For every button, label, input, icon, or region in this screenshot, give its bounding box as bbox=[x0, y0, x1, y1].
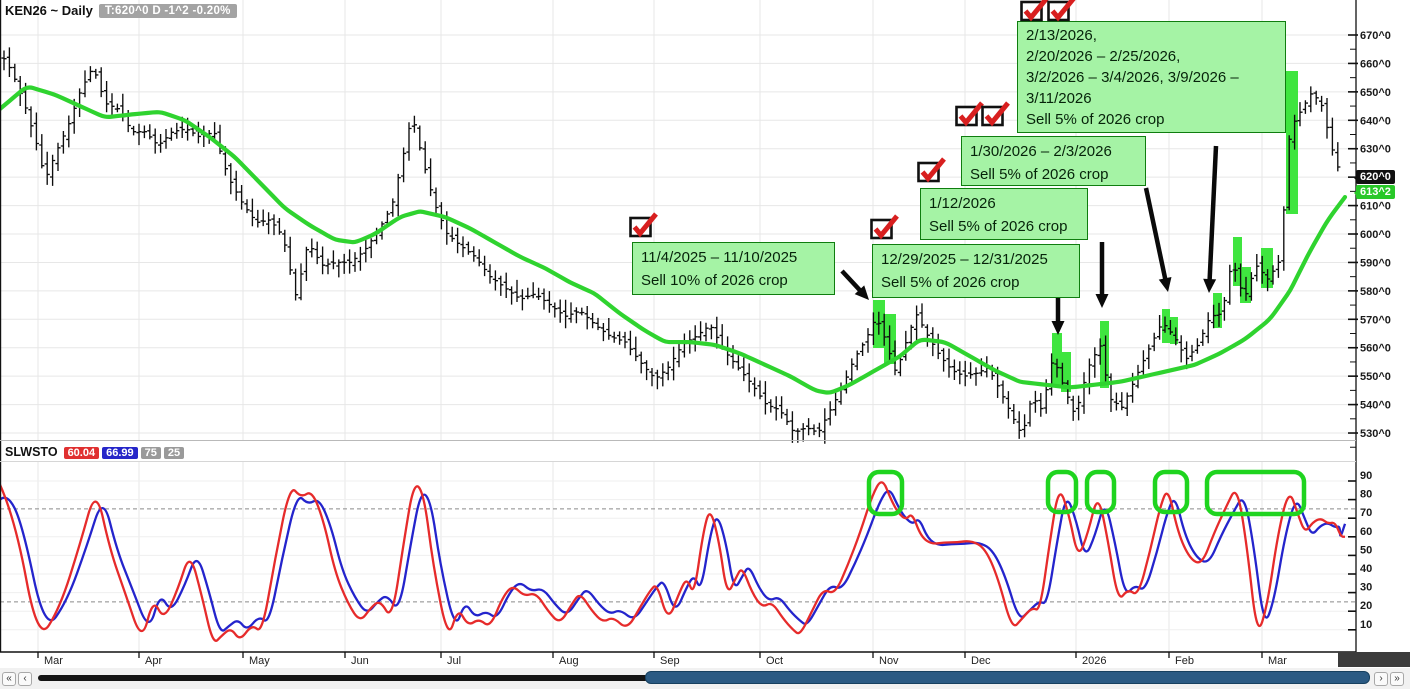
svg-text:610^0: 610^0 bbox=[1360, 201, 1391, 213]
scrollbar-track[interactable] bbox=[38, 675, 648, 681]
svg-text:640^0: 640^0 bbox=[1360, 115, 1391, 127]
svg-text:530^0: 530^0 bbox=[1360, 428, 1391, 440]
quote-badge: T:620^0 D -1^2 -0.20% bbox=[98, 3, 237, 18]
x-axis-month-label: Sep bbox=[660, 655, 680, 667]
annotation-line: 11/4/2025 – 11/10/2025 bbox=[641, 249, 798, 266]
svg-text:20: 20 bbox=[1360, 600, 1372, 612]
x-axis-month-label: May bbox=[249, 655, 270, 667]
stoch-value-badge: 60.04 bbox=[63, 447, 100, 459]
svg-text:670^0: 670^0 bbox=[1360, 30, 1391, 42]
x-axis-month-label: Mar bbox=[1268, 655, 1287, 667]
completed-checkbox-icon[interactable] bbox=[1047, 0, 1077, 23]
symbol-header: KEN26 ~ Daily T:620^0 D -1^2 -0.20% bbox=[5, 3, 237, 18]
svg-text:630^0: 630^0 bbox=[1360, 144, 1391, 156]
moving-average-line bbox=[0, 85, 1348, 395]
svg-text:50: 50 bbox=[1360, 544, 1372, 556]
annotation-line: Sell 5% of 2026 crop bbox=[970, 166, 1109, 183]
sell-annotation-nov-sale[interactable]: 11/4/2025 – 11/10/2025 Sell 10% of 2026 c… bbox=[632, 242, 835, 295]
x-axis-month-label: Mar bbox=[44, 655, 63, 667]
x-axis-month-label: 2026 bbox=[1082, 655, 1106, 667]
x-axis-month-label: Oct bbox=[766, 655, 783, 667]
completed-checkbox-icon[interactable] bbox=[1020, 0, 1050, 23]
svg-text:590^0: 590^0 bbox=[1360, 257, 1391, 269]
price-bars bbox=[1, 47, 1341, 444]
stochastic-header: SLWSTO 60.04 66.99 75 25 bbox=[5, 443, 187, 461]
svg-text:30: 30 bbox=[1360, 582, 1372, 594]
completed-checkbox-icon[interactable] bbox=[870, 214, 900, 241]
indicator-badges: 60.04 66.99 75 25 bbox=[63, 443, 188, 461]
annotation-line: 12/29/2025 – 12/31/2025 bbox=[881, 251, 1048, 268]
stochastic-fast-line bbox=[0, 481, 1346, 642]
svg-text:660^0: 660^0 bbox=[1360, 58, 1391, 70]
sell-annotation-jan12-sale[interactable]: 1/12/2026 Sell 5% of 2026 crop bbox=[920, 188, 1088, 240]
completed-checkbox-icon[interactable] bbox=[955, 101, 985, 128]
last-price-tag: 620^0 bbox=[1354, 170, 1395, 184]
corner-panel bbox=[1338, 652, 1410, 667]
annotation-line: Sell 5% of 2026 crop bbox=[1026, 111, 1165, 128]
completed-checkbox-icon[interactable] bbox=[629, 212, 659, 239]
annotation-line: 2/20/2026 – 2/25/2026, bbox=[1026, 48, 1181, 65]
time-scrollbar[interactable]: «‹ ›» bbox=[0, 668, 1410, 689]
annotation-line: Sell 5% of 2026 crop bbox=[881, 274, 1020, 291]
indicator-name: SLWSTO bbox=[5, 445, 58, 459]
scroll-far-left-button[interactable]: « bbox=[2, 672, 16, 686]
stochastic-slow-line bbox=[0, 490, 1347, 632]
scroll-far-right-button[interactable]: » bbox=[1390, 672, 1404, 686]
svg-text:570^0: 570^0 bbox=[1360, 314, 1391, 326]
scrollbar-thumb[interactable] bbox=[645, 671, 1370, 684]
svg-text:560^0: 560^0 bbox=[1360, 343, 1391, 355]
overbought-ovals bbox=[866, 469, 1307, 517]
svg-text:600^0: 600^0 bbox=[1360, 229, 1391, 241]
svg-text:540^0: 540^0 bbox=[1360, 400, 1391, 412]
x-axis-month-label: Feb bbox=[1175, 655, 1194, 667]
scroll-right-button[interactable]: › bbox=[1374, 672, 1388, 686]
annotation-line: 2/13/2026, bbox=[1026, 27, 1097, 44]
annotation-line: 3/11/2026 bbox=[1026, 90, 1092, 107]
annotation-line: 3/2/2026 – 3/4/2026, 3/9/2026 – bbox=[1026, 69, 1239, 86]
svg-text:70: 70 bbox=[1360, 507, 1372, 519]
symbol-title: KEN26 ~ Daily bbox=[5, 3, 93, 18]
scroll-left-button[interactable]: ‹ bbox=[18, 672, 32, 686]
x-axis-month-label: Dec bbox=[971, 655, 991, 667]
x-axis-month-label: Jul bbox=[447, 655, 461, 667]
svg-text:650^0: 650^0 bbox=[1360, 87, 1391, 99]
completed-checkbox-icon[interactable] bbox=[917, 157, 947, 184]
svg-text:40: 40 bbox=[1360, 563, 1372, 575]
annotation-line: 1/30/2026 – 2/3/2026 bbox=[970, 143, 1112, 160]
x-axis-month-label: Apr bbox=[145, 655, 162, 667]
annotation-arrows bbox=[840, 145, 1219, 335]
svg-text:550^0: 550^0 bbox=[1360, 371, 1391, 383]
stoch-value-badge: 25 bbox=[163, 447, 185, 459]
sell-annotation-feb-mar-sale[interactable]: 2/13/2026, 2/20/2026 – 2/25/2026, 3/2/2026… bbox=[1017, 21, 1286, 133]
completed-checkbox-icon[interactable] bbox=[981, 101, 1011, 128]
svg-text:90: 90 bbox=[1360, 470, 1372, 482]
x-axis-month-label: Nov bbox=[879, 655, 899, 667]
svg-text:10: 10 bbox=[1360, 619, 1372, 631]
sell-annotation-jan30-sale[interactable]: 1/30/2026 – 2/3/2026 Sell 5% of 2026 crop bbox=[961, 136, 1146, 186]
svg-text:60: 60 bbox=[1360, 526, 1372, 538]
stoch-value-badge: 66.99 bbox=[102, 447, 138, 459]
svg-text:580^0: 580^0 bbox=[1360, 286, 1391, 298]
stoch-value-badge: 75 bbox=[140, 447, 161, 459]
moving-average-tag: 613^2 bbox=[1354, 185, 1395, 199]
x-axis-month-label: Aug bbox=[559, 655, 579, 667]
annotation-line: 1/12/2026 bbox=[929, 195, 996, 212]
annotation-line: Sell 5% of 2026 crop bbox=[929, 218, 1068, 235]
sell-annotation-dec-sale[interactable]: 12/29/2025 – 12/31/2025 Sell 5% of 2026 c… bbox=[872, 244, 1080, 298]
x-axis-month-label: Jun bbox=[351, 655, 369, 667]
annotation-line: Sell 10% of 2026 crop bbox=[641, 272, 788, 289]
svg-text:80: 80 bbox=[1360, 489, 1372, 501]
axes: 670^0660^0650^0640^0630^0620^0610^0600^0… bbox=[0, 0, 1391, 667]
